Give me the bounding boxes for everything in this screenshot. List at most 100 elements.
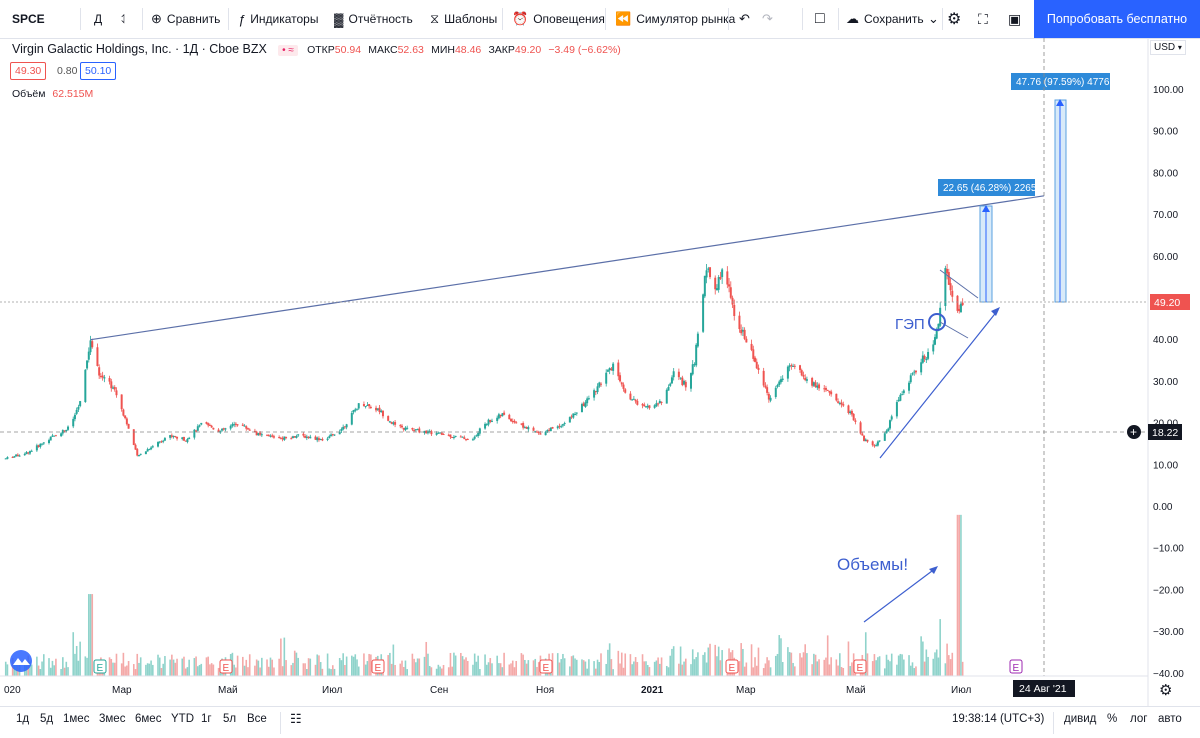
candle-body <box>908 382 911 391</box>
volume-bar <box>714 644 717 676</box>
earnings-marker[interactable] <box>219 659 233 674</box>
bid-price[interactable]: 49.30 <box>10 62 47 80</box>
earnings-marker[interactable] <box>725 659 739 674</box>
volume-bar <box>915 666 917 676</box>
range-button-1[interactable]: 5д <box>40 713 54 725</box>
snapshot-button[interactable]: ▣ <box>1008 0 1026 38</box>
range-button-5[interactable]: YTD <box>171 713 194 725</box>
try-free-button[interactable]: Попробовать бесплатно <box>1034 0 1200 38</box>
range-button-4[interactable]: 6мес <box>135 713 162 725</box>
symbol-search[interactable]: SPCE <box>12 12 45 26</box>
candle-body <box>195 430 198 432</box>
earnings-marker[interactable] <box>539 659 553 674</box>
time-axis[interactable]: 020 Мар Май Июл Сен Ноя 2021 Мар Май Июл <box>0 675 1148 696</box>
time-tick-label: Ноя <box>536 685 554 696</box>
candle-body <box>160 441 163 443</box>
volume-bar <box>356 659 358 676</box>
volume-bar <box>913 668 916 676</box>
candle-body <box>291 436 294 438</box>
financials-button[interactable]: ▓ Отчётность <box>334 0 413 38</box>
replay-button[interactable]: ⏪ Симулятор рынка <box>615 0 735 38</box>
volume-bar <box>316 654 319 676</box>
candle-body <box>98 367 101 376</box>
range-button-7[interactable]: 5л <box>223 713 237 725</box>
gear-icon: ⚙ <box>947 11 962 28</box>
clock-time[interactable]: 19:38:14 (UTC+3) <box>952 713 1045 725</box>
volume-legend[interactable]: Объём 62.515M <box>12 88 93 100</box>
volume-bar <box>39 669 42 676</box>
tradingview-logo[interactable] <box>10 650 32 672</box>
range-button-2[interactable]: 1мес <box>63 713 90 725</box>
alerts-button[interactable]: ⏰ Оповещения <box>512 0 605 38</box>
volume-bar <box>352 656 355 676</box>
volume-bar <box>816 661 819 676</box>
compare-button[interactable]: ⊕ Сравнить <box>151 0 220 38</box>
candle-body <box>13 456 16 458</box>
undo-button[interactable]: ↶ <box>739 0 755 38</box>
indicators-button[interactable]: ƒ Индикаторы <box>238 0 318 38</box>
save-button[interactable]: ☁ Сохранить <box>846 0 924 38</box>
time-tick-label: Сен <box>430 685 448 696</box>
candle-body <box>186 439 189 443</box>
wedge-upper[interactable] <box>939 269 979 299</box>
auto-scale-toggle[interactable]: авто <box>1158 713 1182 725</box>
price-tick-label: 10.00 <box>1153 460 1178 471</box>
price-axis[interactable]: 100.0090.0080.0070.0060.0050.0040.0030.0… <box>1147 38 1184 706</box>
settings-button[interactable]: ⚙ <box>947 0 966 38</box>
fullscreen-button[interactable]: ⛶ <box>978 0 993 38</box>
volume-bar <box>281 666 284 676</box>
candle-body <box>437 432 440 434</box>
adjust-dividends-toggle[interactable]: дивид <box>1064 713 1097 725</box>
volume-bar <box>665 665 668 676</box>
date-range-button[interactable]: ☷ <box>290 711 302 727</box>
financials-label: Отчётность <box>348 12 413 26</box>
range-button-8[interactable]: Все <box>247 713 267 725</box>
range-button-3[interactable]: 3мес <box>99 713 126 725</box>
price-tick-label: 0.00 <box>1153 502 1173 513</box>
interval-button[interactable]: Д <box>94 12 103 26</box>
candle-body <box>705 270 708 278</box>
arrow-volumes[interactable] <box>863 567 937 623</box>
volume-bar <box>242 656 244 676</box>
instrument-name[interactable]: Virgin Galactic Holdings, Inc. · 1Д · Cb… <box>12 42 267 56</box>
volume-bar <box>162 663 165 676</box>
earnings-marker[interactable] <box>1009 659 1023 674</box>
candle-body <box>101 375 104 378</box>
visibility-badge[interactable]: • ≈ <box>278 45 298 56</box>
volume-bar <box>558 662 561 676</box>
currency-selector[interactable]: USD ▾ <box>1150 40 1186 55</box>
log-scale-toggle[interactable]: лог <box>1130 713 1148 725</box>
earnings-marker[interactable] <box>93 659 107 674</box>
arrow-support[interactable] <box>879 309 999 459</box>
candle-body <box>575 412 578 414</box>
range-button-6[interactable]: 1г <box>201 713 212 725</box>
add-line-button[interactable] <box>1127 425 1141 439</box>
volume-bar <box>657 657 659 676</box>
earnings-marker[interactable] <box>853 659 867 674</box>
price-chart[interactable]: ГЭП Объемы! 22.65 (46.28%) 2265 47.76 (9… <box>0 0 1200 706</box>
volume-bar <box>828 664 831 676</box>
candle-body <box>253 430 256 433</box>
volume-bar <box>67 667 69 676</box>
candle-body <box>496 417 499 421</box>
candle-body <box>497 414 500 419</box>
candle-type-button[interactable]: ⥑ <box>121 0 132 38</box>
templates-button[interactable]: ⧖ Шаблоны <box>430 0 497 38</box>
trendline[interactable] <box>90 195 1045 341</box>
candle-body <box>847 405 850 414</box>
layout-button[interactable]: □ <box>815 0 830 38</box>
range-button-0[interactable]: 1д <box>16 713 30 725</box>
volume-bar <box>958 514 961 676</box>
gear-icon[interactable]: ⚙ <box>1159 681 1172 699</box>
volume-bar <box>607 649 609 676</box>
candle-body <box>824 387 827 390</box>
redo-button[interactable]: ↷ <box>762 0 778 38</box>
percent-scale-toggle[interactable]: % <box>1107 713 1118 725</box>
ask-price[interactable]: 50.10 <box>80 62 117 80</box>
candle-body <box>632 398 635 400</box>
save-menu-chevron[interactable]: ⌄ <box>928 0 944 38</box>
candle-body <box>317 438 320 441</box>
price-tick-label: 80.00 <box>1153 168 1178 179</box>
volume-bar <box>883 668 886 676</box>
earnings-marker[interactable] <box>371 659 385 674</box>
